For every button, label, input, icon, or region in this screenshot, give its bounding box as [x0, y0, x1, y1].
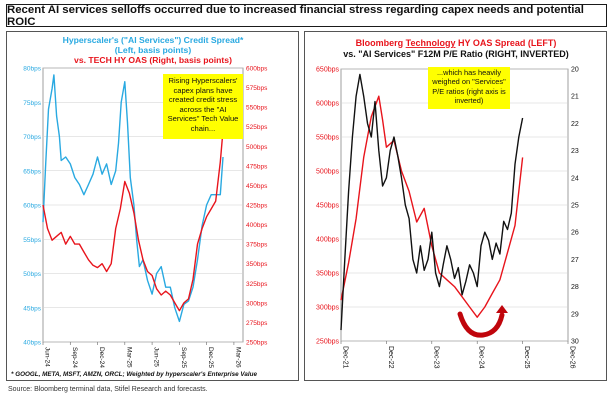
left-right-tick-label: 375bps: [246, 242, 268, 249]
left-right-tick-label: 575bps: [246, 85, 268, 92]
left-x-tick-label: Sep-24: [71, 347, 78, 368]
left-x-tick-label: Dec-25: [207, 347, 214, 368]
right-left-tick-label: 500bps: [316, 169, 339, 176]
right-right-tick-label: 28: [571, 284, 579, 291]
left-right-tick-label: 350bps: [246, 261, 268, 268]
right-right-tick-label: 29: [571, 311, 579, 318]
left-x-tick-label: Sep-25: [180, 347, 187, 368]
left-left-tick-label: 80bps: [23, 66, 41, 73]
right-series-a-line: [340, 95, 524, 318]
left-right-tick-label: 325bps: [246, 281, 268, 288]
left-right-tick-label: 400bps: [246, 222, 268, 229]
left-annotation-box: [163, 74, 243, 139]
left-series-b-line: [42, 130, 224, 312]
left-right-tick-label: 475bps: [246, 163, 268, 170]
right-left-tick-label: 650bps: [316, 67, 339, 74]
left-right-tick-label: 600bps: [246, 66, 268, 73]
left-chart: Hyperscaler's ("AI Services") Credit Spr…: [11, 35, 268, 378]
left-left-tick-label: 65bps: [23, 168, 41, 175]
right-right-tick-label: 21: [571, 94, 579, 101]
left-series-a-line: [42, 74, 224, 323]
right-left-tick-label: 400bps: [316, 237, 339, 244]
left-annotation-text: Rising Hyperscalers' capex plans have cr…: [167, 76, 239, 133]
left-right-tick-label: 250bps: [246, 340, 268, 347]
left-left-tick-label: 40bps: [23, 340, 41, 347]
left-left-tick-label: 55bps: [23, 237, 41, 244]
right-title-prefix: Bloomberg: [356, 38, 406, 48]
right-left-tick-label: 250bps: [316, 339, 339, 346]
left-right-tick-label: 275bps: [246, 320, 268, 327]
left-chart-title-line2: (Left, basis points): [115, 45, 192, 55]
right-right-tick-label: 30: [571, 339, 579, 346]
left-right-tick-label: 300bps: [246, 300, 268, 307]
right-right-tick-label: 27: [571, 257, 579, 264]
turnaround-arrow: [457, 305, 508, 338]
right-x-tick-label: Dec-26: [569, 346, 576, 369]
right-title-underlined: Technology: [406, 38, 456, 48]
right-x-tick-label: Dec-21: [342, 346, 349, 369]
right-left-tick-label: 300bps: [316, 305, 339, 312]
right-x-tick-label: Dec-23: [432, 346, 439, 369]
left-left-tick-label: 60bps: [23, 203, 41, 210]
right-x-tick-label: Dec-24: [478, 346, 485, 369]
right-right-tick-label: 22: [571, 121, 579, 128]
left-chart-title-line1: Hyperscaler's ("AI Services") Credit Spr…: [63, 35, 244, 45]
right-left-tick-label: 350bps: [316, 271, 339, 278]
right-annotation-text: ...which has heavily weighed on "Service…: [432, 68, 506, 106]
left-left-tick-label: 50bps: [23, 271, 41, 278]
right-left-tick-label: 550bps: [316, 135, 339, 142]
right-chart-title-line2: vs. "AI Services" F12M P/E Ratio (RIGHT,…: [343, 49, 569, 59]
turnaround-arrow-arc: [457, 311, 505, 338]
left-right-tick-label: 500bps: [246, 144, 268, 151]
right-right-tick-label: 25: [571, 203, 579, 210]
right-left-tick-label: 450bps: [316, 203, 339, 210]
left-right-tick-label: 450bps: [246, 183, 268, 190]
right-x-tick-label: Dec-22: [387, 346, 394, 369]
right-chart-panel: Bloomberg Technology HY OAS Spread (LEFT…: [304, 31, 607, 381]
right-title-suffix: HY OAS Spread (LEFT): [456, 38, 557, 48]
right-right-tick-label: 23: [571, 148, 579, 155]
left-x-tick-label: Jun-25: [153, 347, 160, 367]
left-left-tick-label: 75bps: [23, 100, 41, 107]
left-x-tick-label: Dec-24: [98, 347, 105, 368]
right-x-tick-label: Dec-25: [523, 346, 530, 369]
left-right-tick-label: 550bps: [246, 105, 268, 112]
left-x-tick-label: Mar-26: [234, 347, 241, 368]
left-left-tick-label: 70bps: [23, 134, 41, 141]
left-chart-title-line3: vs. TECH HY OAS (Right, basis points): [74, 55, 232, 65]
right-chart-title-line1: Bloomberg Technology HY OAS Spread (LEFT…: [356, 38, 557, 48]
right-right-tick-label: 20: [571, 67, 579, 74]
right-series-b-line: [340, 73, 524, 331]
left-right-tick-label: 525bps: [246, 124, 268, 131]
left-chart-panel: Hyperscaler's ("AI Services") Credit Spr…: [6, 31, 299, 381]
turnaround-arrow-head: [496, 305, 508, 313]
left-x-tick-label: Mar-25: [125, 347, 132, 368]
left-footnote: * GOOGL, META, MSFT, AMZN, ORCL; Weighte…: [11, 371, 257, 378]
right-chart: Bloomberg Technology HY OAS Spread (LEFT…: [316, 38, 579, 369]
right-right-tick-label: 24: [571, 175, 579, 182]
right-right-tick-label: 26: [571, 230, 579, 237]
left-right-tick-label: 425bps: [246, 203, 268, 210]
left-x-tick-label: Jun-24: [44, 347, 51, 367]
left-left-tick-label: 45bps: [23, 305, 41, 312]
chart-banner-title: Recent AI services selloffs occurred due…: [6, 4, 607, 28]
right-annotation-box: [428, 67, 510, 109]
source-note: Source: Bloomberg terminal data, Stifel …: [8, 386, 208, 393]
right-left-tick-label: 600bps: [316, 101, 339, 108]
